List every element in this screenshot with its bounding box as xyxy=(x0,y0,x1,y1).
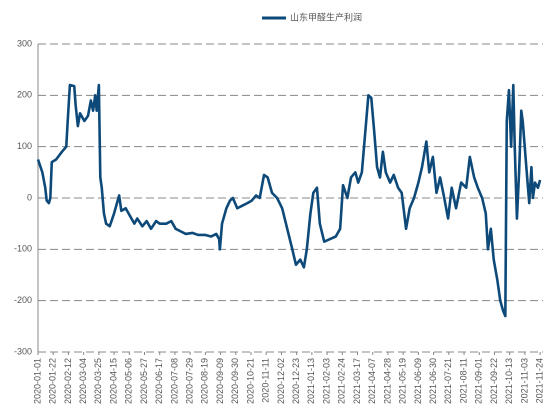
x-tick-label: 2021-11-24 xyxy=(534,358,544,403)
x-tick-label: 2020-08-19 xyxy=(200,358,210,404)
x-tick-label: 2021-02-24 xyxy=(337,358,347,404)
x-tick-label: 2020-07-29 xyxy=(185,358,195,404)
x-tick-label: 2021-06-30 xyxy=(428,358,438,404)
y-tick-label: -300 xyxy=(14,346,32,356)
x-tick-label: 2021-09-22 xyxy=(489,358,499,404)
x-tick-label: 2020-02-12 xyxy=(63,358,73,404)
x-tick-label: 2021-06-09 xyxy=(413,358,423,404)
x-tick-label: 2021-10-13 xyxy=(504,358,514,404)
y-tick-label: 0 xyxy=(27,192,32,202)
x-tick-label: 2020-09-30 xyxy=(230,358,240,404)
x-tick-label: 2020-01-22 xyxy=(48,358,58,404)
x-tick-label: 2021-03-17 xyxy=(352,358,362,404)
x-tick-label: 2020-05-27 xyxy=(139,358,149,404)
y-tick-label: 100 xyxy=(17,141,32,151)
data-line xyxy=(36,83,542,318)
x-tick-label: 2020-11-11 xyxy=(261,358,271,403)
x-tick-label: 2020-12-02 xyxy=(276,358,286,404)
x-tick-label: 2021-08-11 xyxy=(458,358,468,403)
x-tick-label: 2020-05-06 xyxy=(124,358,134,404)
x-tick-label: 2020-04-15 xyxy=(108,358,118,404)
x-tick-label: 2020-03-25 xyxy=(93,358,103,404)
x-tick-label: 2021-11-03 xyxy=(519,358,529,403)
x-tick-label: 2021-01-13 xyxy=(306,358,316,404)
x-tick-label: 2021-04-28 xyxy=(382,358,392,404)
y-tick-label: 300 xyxy=(17,38,32,48)
x-tick-label: 2020-07-08 xyxy=(169,358,179,404)
y-tick-label: -200 xyxy=(14,295,32,305)
x-tick-label: 2020-10-21 xyxy=(245,358,255,404)
x-tick-label: 2021-07-21 xyxy=(443,358,453,404)
y-tick-label: -100 xyxy=(14,244,32,254)
x-tick-label: 2020-12-23 xyxy=(291,358,301,404)
x-tick-label: 2020-06-17 xyxy=(154,358,164,404)
x-tick-label: 2021-04-07 xyxy=(367,358,377,404)
y-tick-label: 200 xyxy=(17,90,32,100)
x-tick-label: 2020-03-04 xyxy=(78,358,88,404)
legend-label: 山东甲醛生产利润 xyxy=(290,11,362,22)
x-tick-label: 2020-09-09 xyxy=(215,358,225,404)
x-tick-label: 2021-09-01 xyxy=(474,358,484,404)
x-tick-label: 2021-02-03 xyxy=(321,358,331,404)
x-tick-label: 2021-05-19 xyxy=(398,358,408,404)
x-tick-label: 2020-01-01 xyxy=(32,358,42,404)
